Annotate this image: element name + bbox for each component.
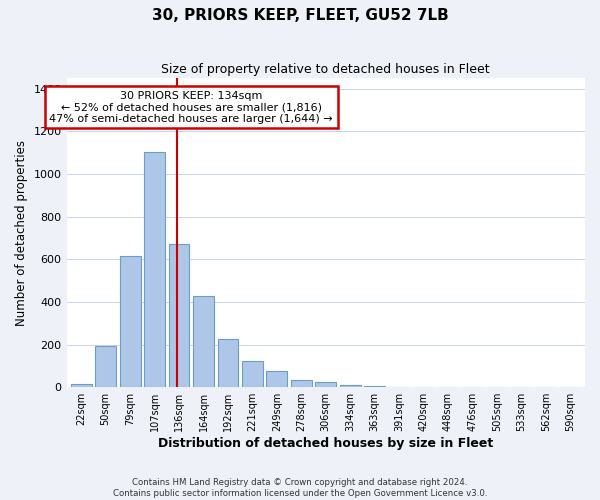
- Text: 30, PRIORS KEEP, FLEET, GU52 7LB: 30, PRIORS KEEP, FLEET, GU52 7LB: [152, 8, 448, 22]
- Y-axis label: Number of detached properties: Number of detached properties: [15, 140, 28, 326]
- Bar: [120, 256, 140, 387]
- Bar: [95, 346, 116, 387]
- Bar: [218, 339, 238, 387]
- Bar: [169, 244, 190, 387]
- Bar: [144, 152, 165, 387]
- Bar: [340, 385, 361, 387]
- Bar: [364, 386, 385, 387]
- Bar: [266, 371, 287, 387]
- Bar: [242, 360, 263, 387]
- Text: Contains HM Land Registry data © Crown copyright and database right 2024.
Contai: Contains HM Land Registry data © Crown c…: [113, 478, 487, 498]
- Bar: [316, 382, 336, 387]
- Title: Size of property relative to detached houses in Fleet: Size of property relative to detached ho…: [161, 62, 490, 76]
- Bar: [291, 380, 312, 387]
- Bar: [193, 296, 214, 387]
- X-axis label: Distribution of detached houses by size in Fleet: Distribution of detached houses by size …: [158, 437, 493, 450]
- Bar: [71, 384, 92, 387]
- Text: 30 PRIORS KEEP: 134sqm
← 52% of detached houses are smaller (1,816)
47% of semi-: 30 PRIORS KEEP: 134sqm ← 52% of detached…: [49, 91, 333, 124]
